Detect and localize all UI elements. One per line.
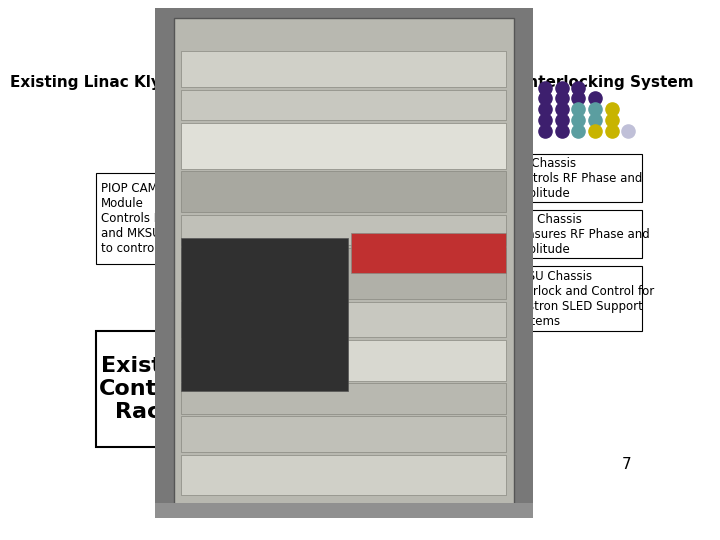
Bar [181, 51, 506, 87]
Text: Existing Linac Klystron Station RF Control, Monitoring, and Interlocking System: Existing Linac Klystron Station RF Contr… [11, 75, 694, 90]
Bar [181, 340, 506, 381]
Text: IPA Chassis
Controls RF Phase and
Amplitude: IPA Chassis Controls RF Phase and Amplit… [510, 157, 642, 200]
Bar [181, 383, 506, 414]
Point [539, 83, 551, 92]
Bar [351, 233, 506, 273]
Point [572, 83, 584, 92]
Point [556, 94, 567, 103]
Bar [181, 301, 506, 338]
Point [572, 105, 584, 113]
Point [539, 94, 551, 103]
Bar [181, 215, 506, 245]
Point [623, 126, 634, 135]
Text: PAD Chassis
Measures RF Phase and
Amplitude: PAD Chassis Measures RF Phase and Amplit… [510, 213, 650, 256]
Bar [181, 416, 506, 452]
Bar [96, 173, 207, 265]
Point [589, 105, 600, 113]
Point [606, 126, 618, 135]
Bar [155, 503, 533, 518]
Bar [181, 455, 506, 495]
Point [606, 105, 618, 113]
Point [589, 126, 600, 135]
Point [539, 126, 551, 135]
Bar [505, 266, 642, 331]
Point [606, 116, 618, 124]
Text: PIOP CAMAC
Module
Controls IPA, PAD,
and MKSU.  Interface
to control system: PIOP CAMAC Module Controls IPA, PAD, and… [101, 182, 225, 255]
Point [556, 105, 567, 113]
Text: Existing
Controls
Racks: Existing Controls Racks [99, 356, 204, 422]
Bar [96, 331, 207, 447]
Point [539, 116, 551, 124]
Bar [181, 171, 506, 212]
Bar [181, 248, 506, 299]
Point [589, 116, 600, 124]
Point [539, 105, 551, 113]
Text: MKSU Chassis
Interlock and Control for
Klystron SLED Support
Systems: MKSU Chassis Interlock and Control for K… [510, 269, 654, 328]
Bar [181, 90, 506, 120]
Point [556, 116, 567, 124]
Bar [505, 210, 642, 258]
Point [572, 94, 584, 103]
Bar [505, 154, 642, 202]
Bar [181, 238, 348, 391]
Point [556, 83, 567, 92]
Point [589, 94, 600, 103]
Text: 7: 7 [621, 457, 631, 472]
Point [572, 126, 584, 135]
Bar [181, 123, 506, 169]
Point [572, 116, 584, 124]
Point [556, 126, 567, 135]
